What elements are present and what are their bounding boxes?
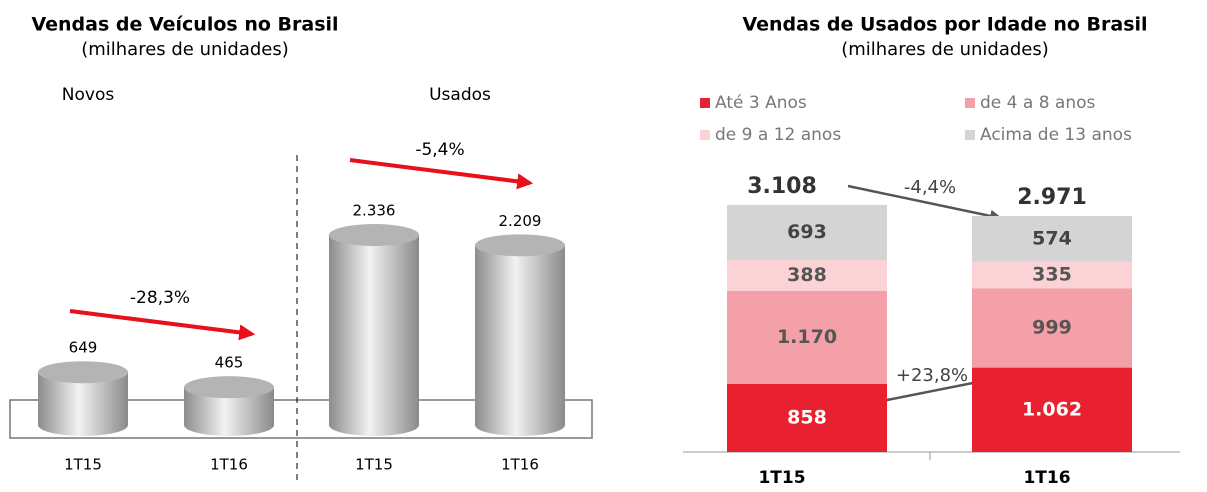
cylinder [475, 245, 565, 425]
total-label: 2.971 [1017, 185, 1087, 210]
legend-label: Acima de 13 anos [980, 125, 1132, 145]
bar-segment [727, 290, 887, 384]
chart-subtitle: (milhares de unidades) [81, 39, 289, 60]
bar-segment [972, 367, 1132, 452]
cylinder-top [475, 234, 565, 257]
legend-swatch [965, 98, 975, 108]
cylinder-top [329, 224, 419, 246]
group-label: Usados [429, 85, 491, 105]
bar-segment [727, 204, 887, 260]
annotation: -5,4% [415, 140, 464, 160]
chart-subtitle: (milhares de unidades) [841, 39, 1049, 60]
value-label: 999 [1032, 316, 1072, 338]
value-label: 649 [69, 339, 98, 357]
trend-arrow [69, 309, 256, 341]
annotation: +23,8% [896, 365, 968, 386]
chart-title: Vendas de Usados por Idade no Brasil [742, 14, 1147, 36]
value-label: 388 [787, 264, 827, 286]
bar-segment [972, 215, 1132, 262]
trend-arrow [349, 158, 534, 190]
annotation: -4,4% [904, 177, 956, 198]
value-label: 1.170 [777, 326, 837, 348]
bar-segment [972, 261, 1132, 289]
annotation: -28,3% [130, 288, 190, 308]
value-label: 574 [1032, 227, 1072, 249]
value-label: 335 [1032, 263, 1072, 285]
value-label: 1.062 [1022, 398, 1082, 420]
legend-label: de 9 a 12 anos [715, 125, 841, 145]
chart-title: Vendas de Veículos no Brasil [31, 14, 338, 36]
legend-label: Até 3 Anos [715, 93, 807, 113]
bar-segment [727, 259, 887, 291]
value-label: 858 [787, 406, 827, 428]
bar-segment [972, 288, 1132, 368]
value-label: 465 [215, 354, 244, 372]
cylinder [329, 235, 419, 425]
value-label: 2.336 [353, 202, 396, 220]
cylinder-top [184, 376, 274, 399]
x-tick-label: 1T15 [64, 456, 102, 474]
value-label: 693 [787, 221, 827, 243]
cylinder-top [38, 361, 128, 384]
legend-swatch [700, 130, 710, 140]
legend-label: de 4 a 8 anos [980, 93, 1096, 113]
legend-swatch [965, 130, 975, 140]
group-label: Novos [62, 85, 115, 105]
total-label: 3.108 [747, 174, 817, 199]
x-tick-label: 1T16 [210, 456, 248, 474]
platform [9, 399, 593, 439]
x-tick-label: 1T16 [501, 456, 539, 474]
x-tick-label: 1T15 [355, 456, 393, 474]
value-label: 2.209 [499, 212, 542, 230]
x-tick-label: 1T15 [758, 468, 805, 488]
legend-swatch [700, 98, 710, 108]
bar-segment [727, 383, 887, 452]
x-tick-label: 1T16 [1023, 468, 1070, 488]
trend-arrow [847, 184, 1003, 223]
